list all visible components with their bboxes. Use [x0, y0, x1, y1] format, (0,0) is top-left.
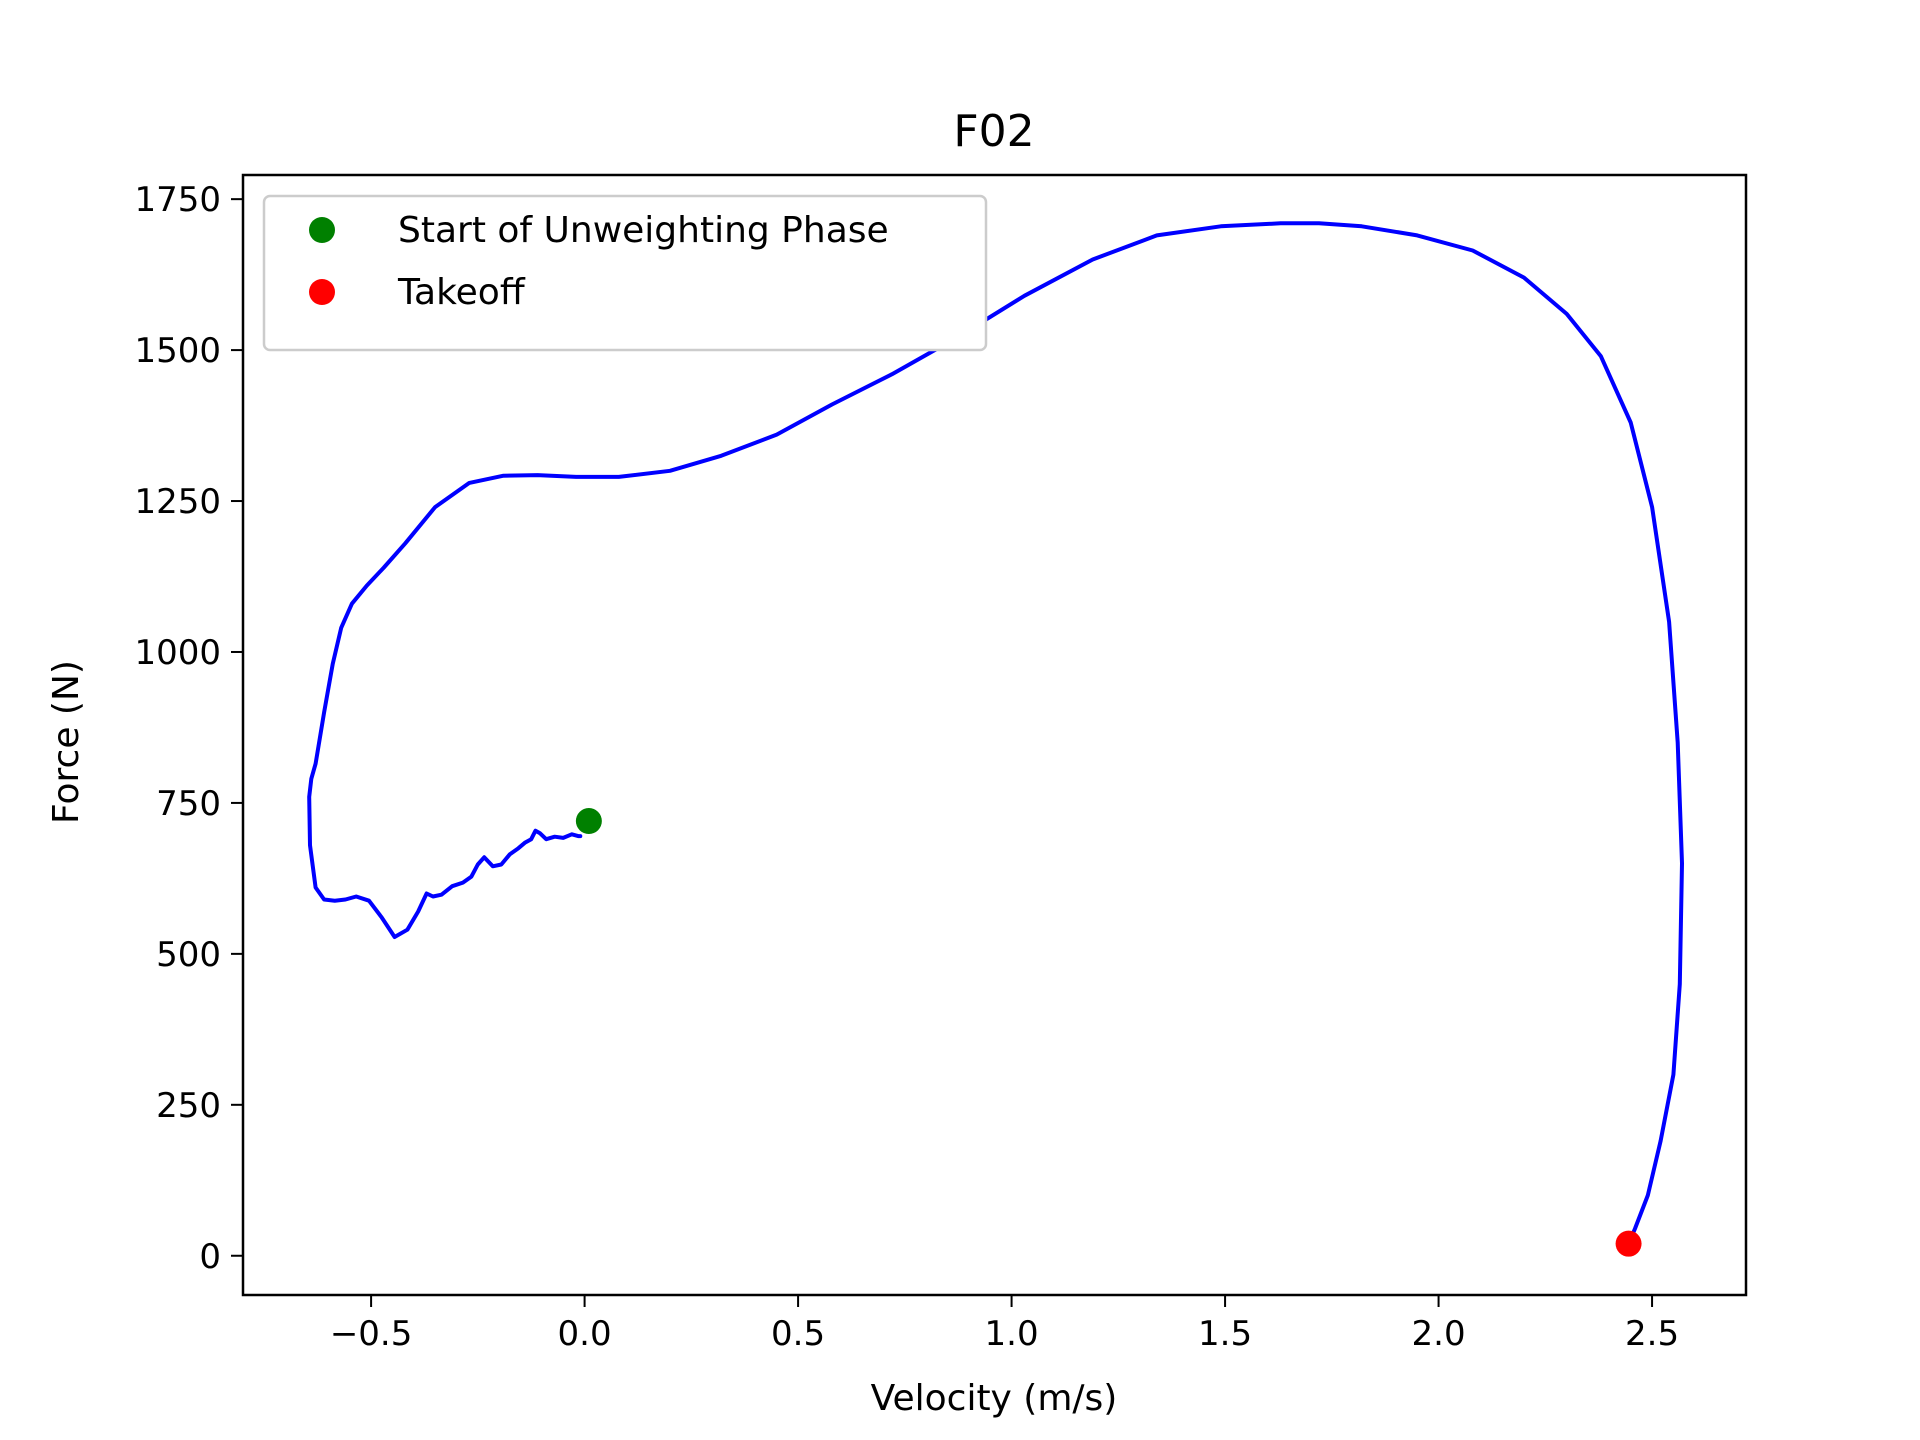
legend: Start of Unweighting Phase Takeoff — [262, 194, 988, 352]
y-tick-label: 750 — [156, 784, 221, 824]
marker-start-of-unweighting-phase — [575, 808, 602, 835]
x-axis-title: Velocity (m/s) — [871, 1378, 1118, 1419]
legend-box — [262, 194, 988, 352]
y-tick-label: 1000 — [134, 633, 221, 673]
y-tick-label: 250 — [156, 1086, 221, 1126]
plot-frame — [241, 173, 1748, 1297]
y-tick-label: 0 — [199, 1237, 221, 1277]
legend-marker — [309, 217, 335, 243]
legend-marker — [309, 279, 335, 305]
y-axis: 0 250 500 750 1000 1250 1500 1750 — [134, 180, 243, 1277]
y-tick-label: 1250 — [134, 482, 221, 522]
marker-takeoff — [1615, 1230, 1642, 1257]
x-tick-label: 2.0 — [1412, 1314, 1466, 1354]
y-tick-label: 1750 — [134, 180, 221, 220]
y-axis-title: Force (N) — [46, 660, 87, 824]
x-axis: −0.5 0.0 0.5 1.0 1.5 2.0 2.5 — [330, 1295, 1679, 1354]
x-tick-label: 1.5 — [1198, 1314, 1252, 1354]
chart-title: F02 — [953, 106, 1034, 157]
x-tick-label: 0.0 — [558, 1314, 612, 1354]
legend-label: Takeoff — [397, 272, 526, 313]
y-tick-label: 500 — [156, 935, 221, 975]
x-tick-label: 1.0 — [985, 1314, 1039, 1354]
plot-area — [241, 173, 1748, 1297]
y-tick-label: 1500 — [134, 331, 221, 371]
x-tick-label: 0.5 — [771, 1314, 825, 1354]
series-line-0 — [307, 221, 1684, 1246]
legend-label: Start of Unweighting Phase — [398, 210, 889, 251]
x-tick-label: −0.5 — [330, 1314, 413, 1354]
x-tick-label: 2.5 — [1625, 1314, 1679, 1354]
